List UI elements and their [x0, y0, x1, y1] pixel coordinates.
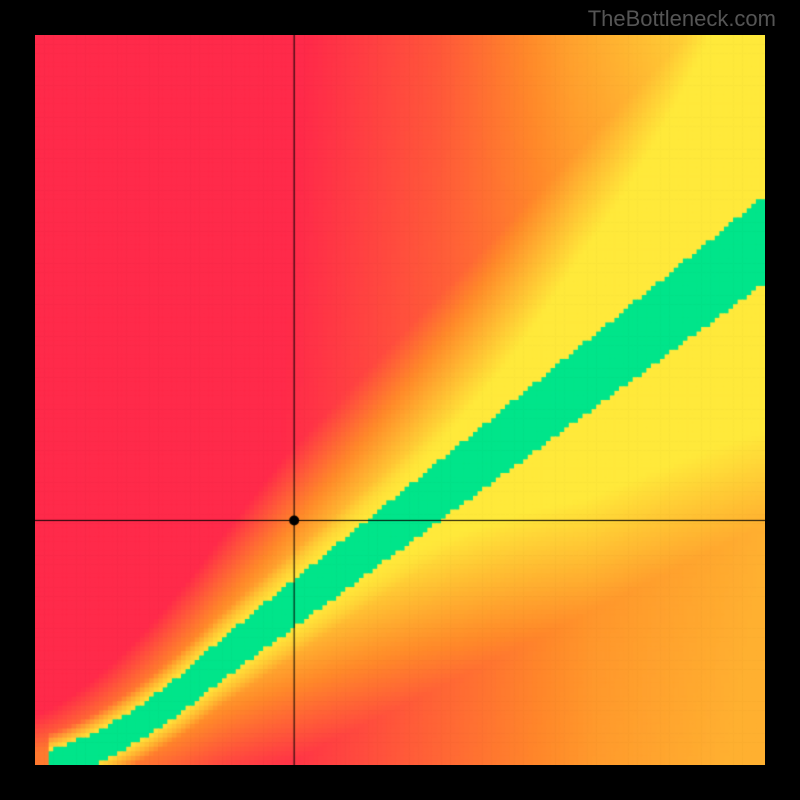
- chart-container: TheBottleneck.com: [0, 0, 800, 800]
- watermark-text: TheBottleneck.com: [588, 6, 776, 32]
- heatmap-plot: [35, 35, 765, 765]
- heatmap-canvas: [35, 35, 765, 765]
